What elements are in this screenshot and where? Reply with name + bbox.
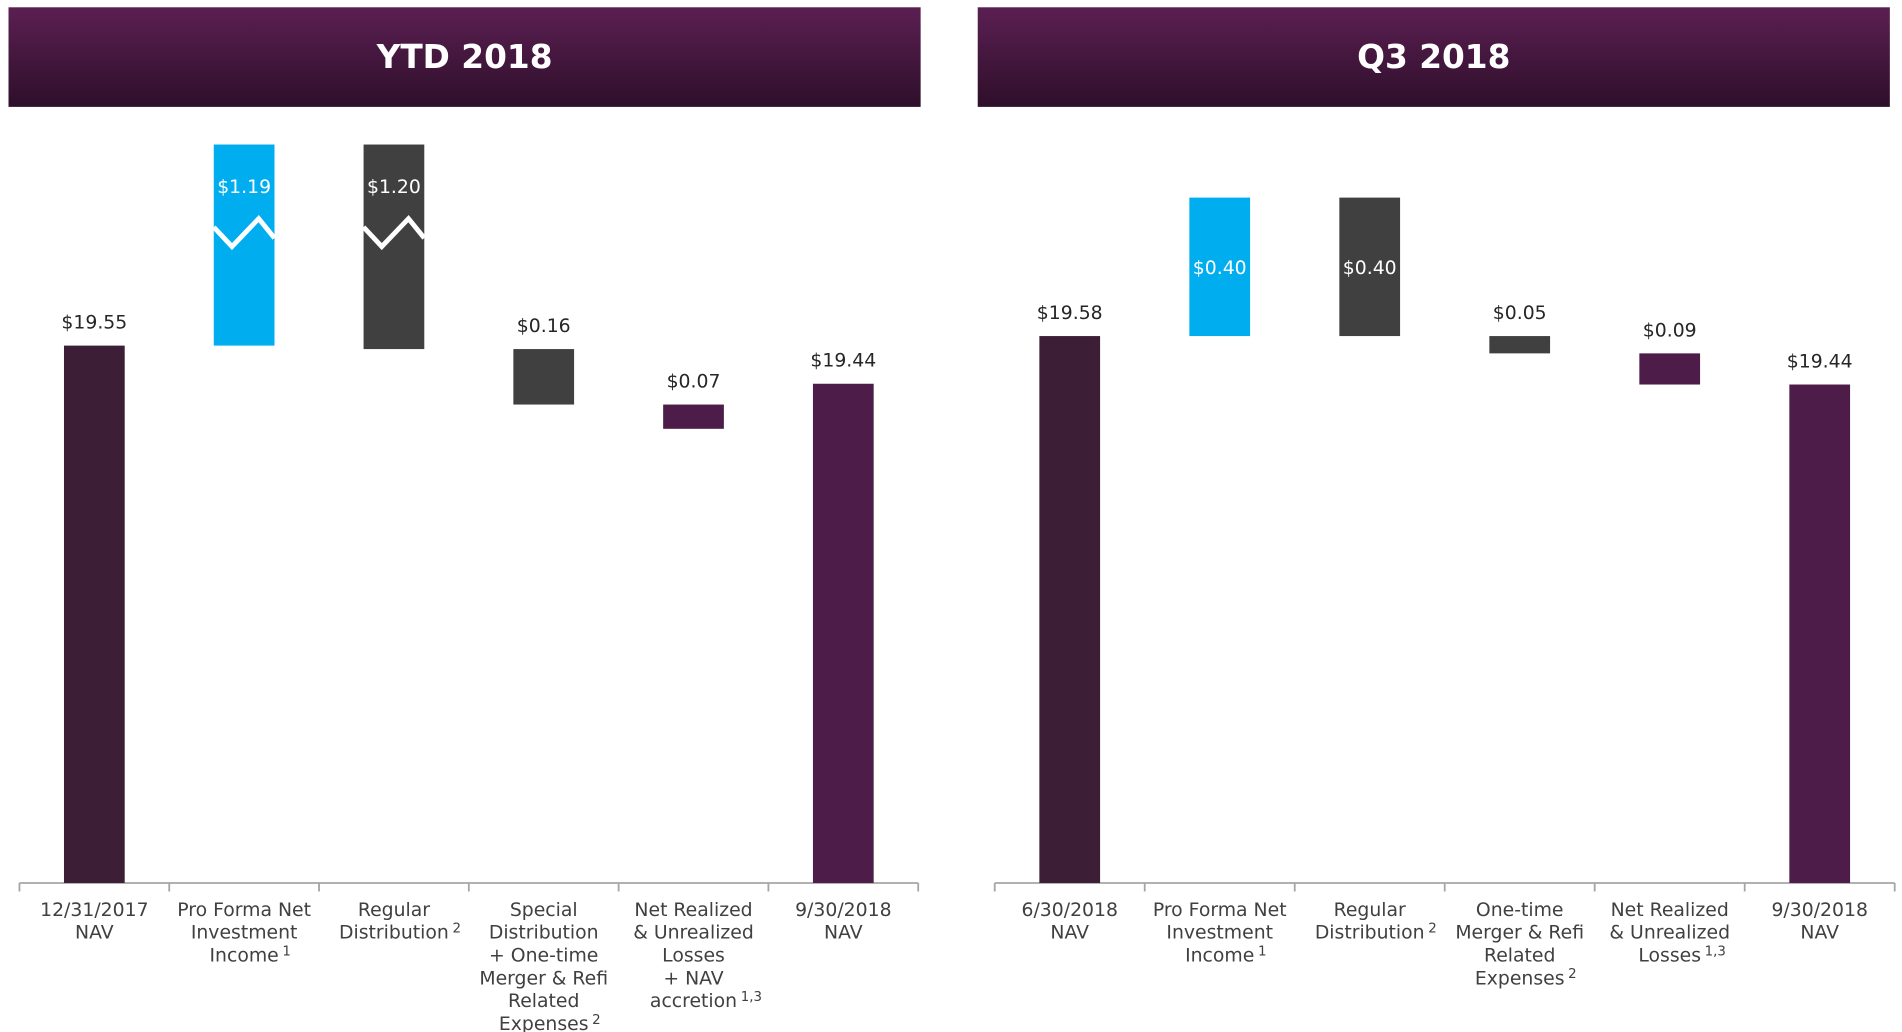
footnote-marker: 2 [452, 922, 461, 937]
x-tick-label: 6/30/2018 [1021, 900, 1117, 921]
x-tick-label: Net Realized [634, 900, 752, 921]
x-tick-label: accretion [650, 991, 737, 1012]
bar [1489, 336, 1551, 354]
axis-break [211, 214, 277, 251]
value-label: $0.07 [667, 372, 721, 393]
value-label: $0.16 [517, 316, 571, 337]
value-label: $19.55 [61, 313, 127, 334]
value-label: $0.09 [1643, 320, 1697, 341]
footnote-marker: 1 [282, 944, 291, 959]
header-bar [8, 7, 921, 107]
bar [363, 144, 425, 350]
chart-title: YTD 2018 [376, 38, 553, 76]
footnote-marker: 2 [1428, 922, 1437, 937]
axis-break [361, 214, 427, 251]
value-label: $0.05 [1493, 303, 1547, 324]
bar [513, 349, 575, 405]
x-tick-label: + NAV [663, 968, 723, 989]
value-label: $1.20 [367, 177, 421, 198]
value-label: $1.19 [217, 177, 271, 198]
chart-title: Q3 2018 [1357, 38, 1510, 76]
bar [1189, 197, 1251, 337]
value-label: $19.58 [1037, 303, 1103, 324]
x-tick-label: Income [1185, 945, 1254, 966]
x-tick-label: Income [210, 945, 279, 966]
x-tick-label: Expenses [1475, 968, 1565, 989]
x-tick-label: Investment [1166, 923, 1273, 944]
x-tick-label: Pro Forma Net [177, 900, 311, 921]
header-bar [977, 7, 1890, 107]
bar [63, 345, 125, 883]
x-tick-label: NAV [824, 923, 863, 944]
bar [812, 383, 874, 883]
x-tick-label: Regular [1334, 900, 1406, 921]
x-tick-label: 9/30/2018 [795, 900, 891, 921]
x-tick-label: Distribution [339, 923, 449, 944]
x-tick-label: NAV [75, 923, 114, 944]
x-tick-label: 12/31/2017 [40, 900, 148, 921]
value-label: $0.40 [1193, 258, 1247, 279]
x-tick-label: Merger & Refi [1455, 923, 1584, 944]
value-label: $19.44 [1787, 352, 1853, 373]
footnote-marker: 2 [592, 1013, 601, 1028]
x-tick-label: Related [508, 991, 579, 1012]
x-tick-label: Pro Forma Net [1153, 900, 1287, 921]
x-tick-label: Net Realized [1611, 900, 1729, 921]
footnote-marker: 1,3 [741, 990, 762, 1005]
x-tick-label: Merger & Refi [479, 968, 608, 989]
bar [1789, 384, 1851, 883]
x-tick-label: & Unrealized [633, 923, 754, 944]
x-tick-label: NAV [1800, 923, 1839, 944]
bar [1639, 353, 1701, 385]
x-tick-label: Losses [662, 945, 725, 966]
bar [1039, 336, 1101, 883]
x-tick-label: Related [1484, 945, 1555, 966]
x-tick-label: Expenses [499, 1014, 589, 1032]
footnote-marker: 1 [1258, 944, 1267, 959]
x-tick-label: NAV [1050, 923, 1089, 944]
x-tick-label: & Unrealized [1609, 923, 1730, 944]
x-tick-label: Distribution [1315, 923, 1425, 944]
bar [663, 404, 724, 429]
x-tick-label: Losses [1638, 945, 1701, 966]
footnote-marker: 1,3 [1705, 944, 1726, 959]
value-label: $19.44 [810, 351, 876, 372]
x-tick-label: 9/30/2018 [1771, 900, 1867, 921]
footnote-marker: 2 [1568, 967, 1577, 982]
bar [1339, 197, 1401, 337]
x-tick-label: One-time [1476, 900, 1564, 921]
value-label: $0.40 [1343, 258, 1397, 279]
bar [213, 144, 275, 346]
x-tick-label: + One-time [489, 945, 598, 966]
x-tick-label: Investment [191, 923, 298, 944]
x-tick-label: Distribution [489, 923, 599, 944]
x-tick-label: Regular [358, 900, 430, 921]
x-tick-label: Special [510, 900, 578, 921]
